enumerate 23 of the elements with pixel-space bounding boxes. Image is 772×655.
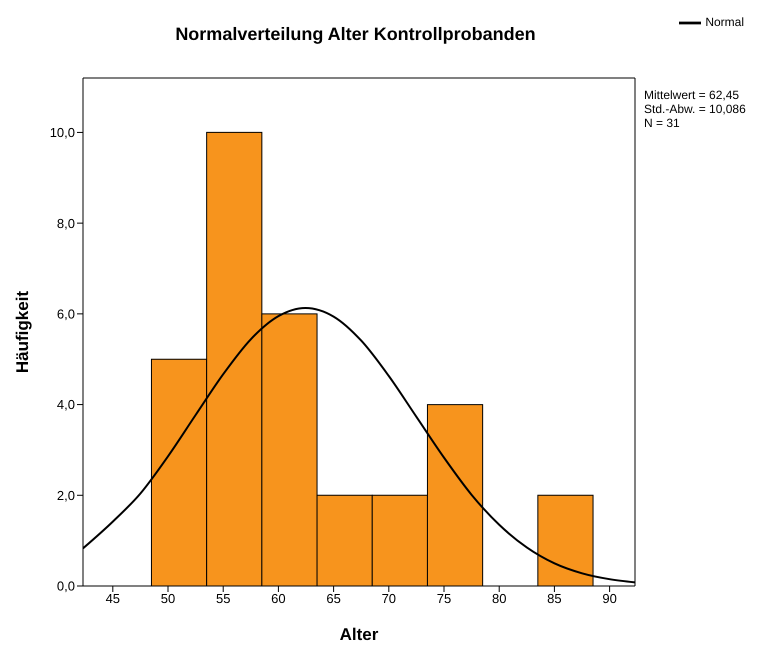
x-tick-label: 70: [382, 591, 396, 606]
x-tick-label: 75: [436, 591, 452, 606]
x-tick-label: 60: [271, 591, 286, 606]
x-tick-label: 80: [492, 591, 506, 606]
text: Mittelwert = 62,45: [644, 88, 740, 102]
x-tick-label: 65: [326, 591, 341, 606]
y-tick-label: 0,0: [56, 578, 75, 594]
x-tick-label: 85: [547, 591, 562, 606]
y-tick-label: 8,0: [56, 216, 75, 231]
chart-title: Normalverteilung Alter Kontrollprobanden: [174, 24, 537, 45]
x-tick-label: 50: [160, 591, 176, 606]
y-tick-label: 4,0: [56, 397, 75, 412]
y-tick-label: 2,0: [56, 488, 75, 503]
x-tick-label: 55: [216, 591, 230, 606]
x-tick-label: 90: [602, 591, 617, 606]
y-axis-title: Häufigkeit: [13, 290, 32, 374]
text: Std.-Abw. = 10,086: [644, 102, 746, 116]
y-tick-label: 10,0: [50, 125, 75, 140]
x-tick-label: 45: [106, 591, 120, 606]
x-axis-title: Alter: [340, 625, 379, 644]
text: N = 31: [644, 116, 681, 130]
legend-label: Normal: [705, 15, 744, 30]
y-tick-label: 6,0: [56, 306, 75, 322]
